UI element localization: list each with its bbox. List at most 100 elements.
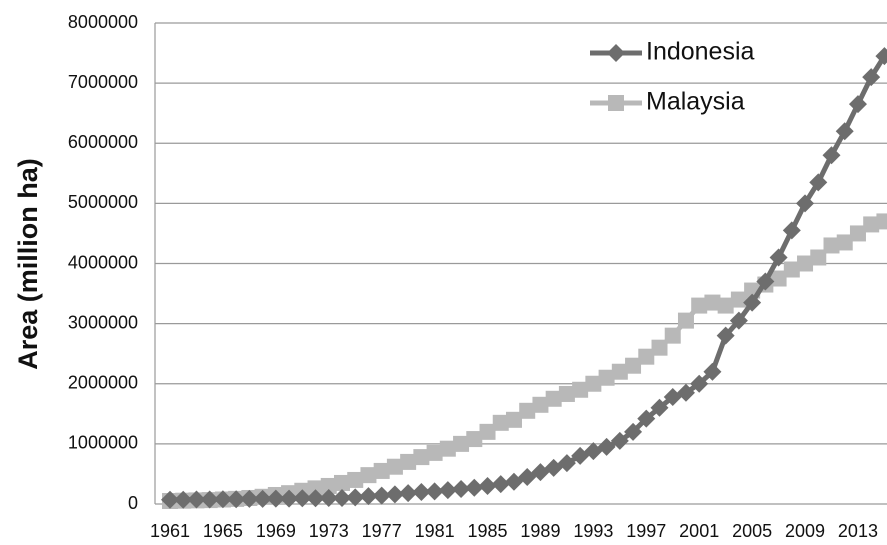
data-point	[505, 411, 522, 428]
y-tick-label: 3000000	[68, 312, 138, 332]
x-tick-label: 1973	[309, 521, 349, 541]
data-point	[597, 437, 616, 456]
x-tick-label: 1981	[415, 521, 455, 541]
data-point	[782, 221, 801, 240]
legend-marker	[607, 44, 625, 62]
data-point	[783, 261, 800, 278]
data-point	[625, 357, 642, 374]
data-point	[227, 490, 246, 509]
data-point	[716, 326, 735, 345]
data-point	[412, 482, 431, 501]
data-point	[598, 369, 615, 386]
data-point	[386, 458, 403, 475]
y-tick-label: 2000000	[68, 373, 138, 393]
data-point	[200, 490, 219, 509]
data-point	[691, 297, 708, 314]
data-point	[532, 396, 549, 413]
data-point	[504, 472, 523, 491]
data-point	[478, 476, 497, 495]
data-point	[876, 213, 887, 230]
data-point	[557, 454, 576, 473]
data-point	[319, 488, 338, 507]
data-point	[756, 272, 775, 291]
data-point	[426, 444, 443, 461]
x-tick-label: 1989	[520, 521, 560, 541]
data-point	[676, 383, 695, 402]
data-point	[809, 173, 828, 192]
data-point	[280, 489, 299, 508]
x-tick-label: 2013	[838, 521, 878, 541]
data-point	[373, 462, 390, 479]
x-tick-label: 2005	[732, 521, 772, 541]
data-point	[400, 453, 417, 470]
x-tick-label: 1993	[573, 521, 613, 541]
data-point	[453, 435, 470, 452]
data-point	[491, 475, 510, 494]
data-point	[663, 387, 682, 406]
data-point	[651, 339, 668, 356]
data-point	[797, 255, 814, 272]
y-axis-title: Area (million ha)	[13, 158, 43, 370]
data-point	[545, 390, 562, 407]
data-point	[690, 374, 709, 393]
y-tick-label: 4000000	[68, 252, 138, 272]
data-point	[704, 294, 721, 311]
data-point	[810, 249, 827, 266]
data-point	[717, 297, 734, 314]
data-point	[638, 348, 655, 365]
x-tick-label: 2009	[785, 521, 825, 541]
data-point	[347, 471, 364, 488]
data-point	[769, 248, 788, 267]
data-point	[862, 68, 881, 87]
data-point	[743, 293, 762, 312]
data-point	[479, 423, 496, 440]
data-point	[266, 489, 285, 508]
data-point	[624, 422, 643, 441]
data-point	[359, 487, 378, 506]
data-point	[875, 47, 887, 66]
data-point	[703, 362, 722, 381]
y-tick-label: 7000000	[68, 72, 138, 92]
data-point	[836, 234, 853, 251]
data-point	[519, 402, 536, 419]
y-tick-label: 1000000	[68, 433, 138, 453]
data-point	[425, 482, 444, 501]
data-point	[822, 146, 841, 165]
y-tick-label: 5000000	[68, 192, 138, 212]
data-point	[333, 474, 350, 491]
x-tick-label: 1977	[362, 521, 402, 541]
y-tick-label: 0	[128, 493, 138, 513]
x-tick-label: 1969	[256, 521, 296, 541]
legend-marker	[608, 95, 624, 111]
data-point	[346, 488, 365, 507]
data-point	[823, 237, 840, 254]
data-point	[849, 225, 866, 242]
data-point	[611, 363, 628, 380]
x-tick-label: 1997	[626, 521, 666, 541]
x-tick-label: 1961	[150, 521, 190, 541]
data-point	[372, 486, 391, 505]
data-point	[306, 489, 325, 508]
data-point	[161, 490, 179, 509]
data-point	[558, 385, 575, 402]
legend-label: Indonesia	[646, 38, 755, 66]
data-point	[438, 481, 457, 500]
data-point	[544, 458, 563, 477]
data-point	[332, 488, 351, 507]
data-point	[307, 480, 324, 497]
data-point	[399, 484, 418, 503]
data-point	[385, 485, 404, 504]
data-point	[531, 463, 550, 482]
data-point	[253, 489, 272, 508]
data-point	[677, 312, 694, 329]
x-tick-label: 1985	[467, 521, 507, 541]
data-point	[518, 467, 537, 486]
data-point	[770, 270, 787, 287]
data-point	[863, 216, 880, 233]
data-point	[465, 478, 484, 497]
data-point	[584, 442, 603, 461]
data-point	[492, 414, 509, 431]
data-point	[835, 122, 854, 141]
